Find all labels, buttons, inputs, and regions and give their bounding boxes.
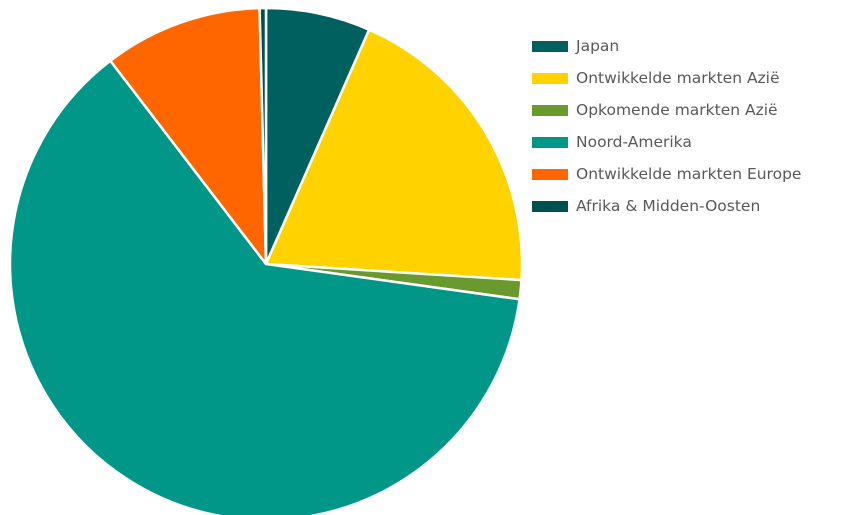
legend-label: Ontwikkelde markten Europe (576, 165, 802, 183)
legend-item-ontwikkelde-markten-azie: Ontwikkelde markten Azië (532, 62, 801, 94)
legend-item-japan: Japan (532, 30, 801, 62)
legend-swatch (532, 72, 568, 84)
legend-item-ontwikkelde-markten-europe: Ontwikkelde markten Europe (532, 158, 801, 190)
legend-item-afrika-midden-oosten: Afrika & Midden-Oosten (532, 190, 801, 222)
legend-swatch (532, 40, 568, 52)
legend-item-noord-amerika: Noord-Amerika (532, 126, 801, 158)
legend-label: Noord-Amerika (576, 133, 692, 151)
legend: Japan Ontwikkelde markten Azië Opkomende… (532, 30, 801, 222)
legend-label: Ontwikkelde markten Azië (576, 69, 780, 87)
pie-slice-ontwikkelde-markten-europe (109, 6, 268, 266)
legend-swatch (532, 168, 568, 180)
pie-slice-afrika-midden-oosten (258, 6, 268, 266)
legend-label: Japan (576, 37, 620, 55)
legend-label: Afrika & Midden-Oosten (576, 197, 761, 215)
legend-label: Opkomende markten Azië (576, 101, 778, 119)
legend-swatch (532, 200, 568, 212)
pie-slice-ontwikkelde-markten-azi (264, 28, 524, 282)
pie-slice-noord-amerika (8, 59, 521, 515)
legend-item-opkomende-markten-azie: Opkomende markten Azië (532, 94, 801, 126)
legend-swatch (532, 104, 568, 116)
legend-swatch (532, 136, 568, 148)
